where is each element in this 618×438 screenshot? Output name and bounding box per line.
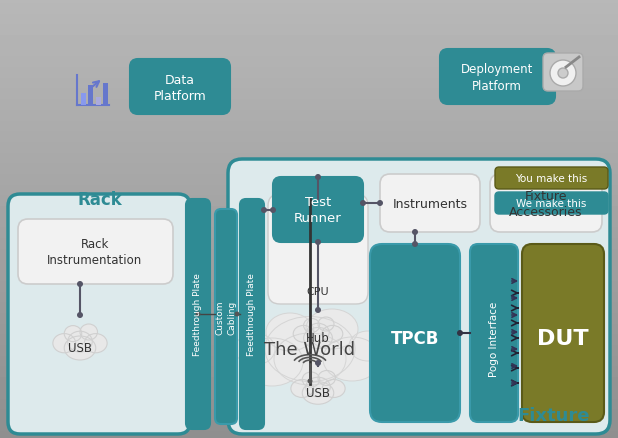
Ellipse shape [318, 371, 336, 385]
FancyBboxPatch shape [81, 94, 86, 106]
Circle shape [270, 208, 276, 213]
FancyBboxPatch shape [130, 60, 230, 115]
Ellipse shape [235, 333, 275, 365]
FancyBboxPatch shape [522, 244, 604, 422]
Circle shape [195, 312, 200, 317]
Ellipse shape [293, 326, 314, 343]
Circle shape [412, 241, 418, 247]
FancyBboxPatch shape [543, 54, 583, 92]
Ellipse shape [85, 334, 107, 353]
Ellipse shape [302, 372, 320, 387]
Ellipse shape [68, 332, 92, 352]
FancyBboxPatch shape [228, 159, 610, 434]
Text: Fixture
Accessories: Fixture Accessories [509, 189, 583, 218]
Circle shape [315, 240, 321, 245]
Ellipse shape [323, 337, 381, 381]
Ellipse shape [322, 326, 343, 343]
Circle shape [77, 281, 83, 287]
FancyBboxPatch shape [186, 200, 210, 429]
Text: USB: USB [306, 387, 330, 399]
Circle shape [315, 360, 321, 366]
Ellipse shape [265, 317, 355, 381]
Ellipse shape [303, 319, 320, 332]
FancyBboxPatch shape [88, 86, 93, 106]
Ellipse shape [318, 317, 334, 331]
FancyBboxPatch shape [215, 209, 237, 424]
FancyBboxPatch shape [273, 177, 363, 243]
Ellipse shape [303, 328, 332, 349]
Circle shape [360, 201, 366, 207]
Circle shape [550, 61, 576, 87]
Text: Feedthrough Plate: Feedthrough Plate [247, 273, 256, 356]
Ellipse shape [80, 324, 98, 340]
Circle shape [315, 307, 321, 313]
Text: Rack
Instrumentation: Rack Instrumentation [48, 238, 143, 267]
FancyBboxPatch shape [240, 200, 264, 429]
Text: Hub: Hub [306, 332, 330, 345]
Circle shape [558, 69, 568, 79]
Ellipse shape [323, 380, 345, 398]
FancyBboxPatch shape [380, 175, 480, 233]
Text: Deployment
Platform: Deployment Platform [461, 64, 533, 92]
Circle shape [377, 201, 383, 207]
FancyBboxPatch shape [495, 168, 608, 190]
Text: Feedthrough Plate: Feedthrough Plate [193, 273, 203, 356]
FancyBboxPatch shape [490, 175, 602, 233]
Text: You make this: You make this [515, 173, 587, 184]
Text: The World: The World [265, 340, 355, 358]
Text: Custom
Cabling: Custom Cabling [216, 300, 236, 335]
Circle shape [412, 230, 418, 236]
Text: Rack: Rack [78, 191, 122, 208]
Circle shape [77, 312, 83, 318]
Text: TPCB: TPCB [391, 329, 439, 347]
Text: DUT: DUT [537, 328, 589, 348]
Text: CPU: CPU [307, 286, 329, 297]
Ellipse shape [266, 313, 314, 351]
Ellipse shape [349, 331, 387, 361]
Text: Test
Runner: Test Runner [294, 196, 342, 225]
Circle shape [308, 378, 313, 384]
FancyBboxPatch shape [495, 193, 608, 215]
Ellipse shape [241, 338, 303, 386]
Circle shape [261, 208, 267, 213]
FancyBboxPatch shape [103, 84, 108, 106]
FancyBboxPatch shape [96, 98, 101, 106]
Circle shape [234, 312, 240, 317]
Circle shape [315, 175, 321, 180]
Text: Instruments: Instruments [392, 197, 467, 210]
Ellipse shape [274, 333, 346, 385]
Ellipse shape [53, 334, 75, 353]
FancyBboxPatch shape [268, 194, 368, 304]
FancyBboxPatch shape [440, 50, 555, 105]
FancyBboxPatch shape [370, 244, 460, 422]
Text: Data
Platform: Data Platform [154, 73, 206, 102]
Ellipse shape [291, 380, 313, 398]
Text: Pogo Interface: Pogo Interface [489, 301, 499, 376]
FancyBboxPatch shape [18, 219, 173, 284]
Ellipse shape [302, 382, 334, 404]
Circle shape [457, 330, 463, 336]
Text: We make this: We make this [516, 198, 586, 208]
Text: USB: USB [68, 342, 92, 355]
Ellipse shape [307, 324, 329, 342]
Ellipse shape [306, 309, 358, 349]
Ellipse shape [64, 326, 82, 342]
Ellipse shape [64, 336, 96, 360]
FancyBboxPatch shape [8, 194, 190, 434]
FancyBboxPatch shape [470, 244, 518, 422]
Ellipse shape [306, 378, 330, 397]
Text: Fixture: Fixture [517, 406, 590, 424]
